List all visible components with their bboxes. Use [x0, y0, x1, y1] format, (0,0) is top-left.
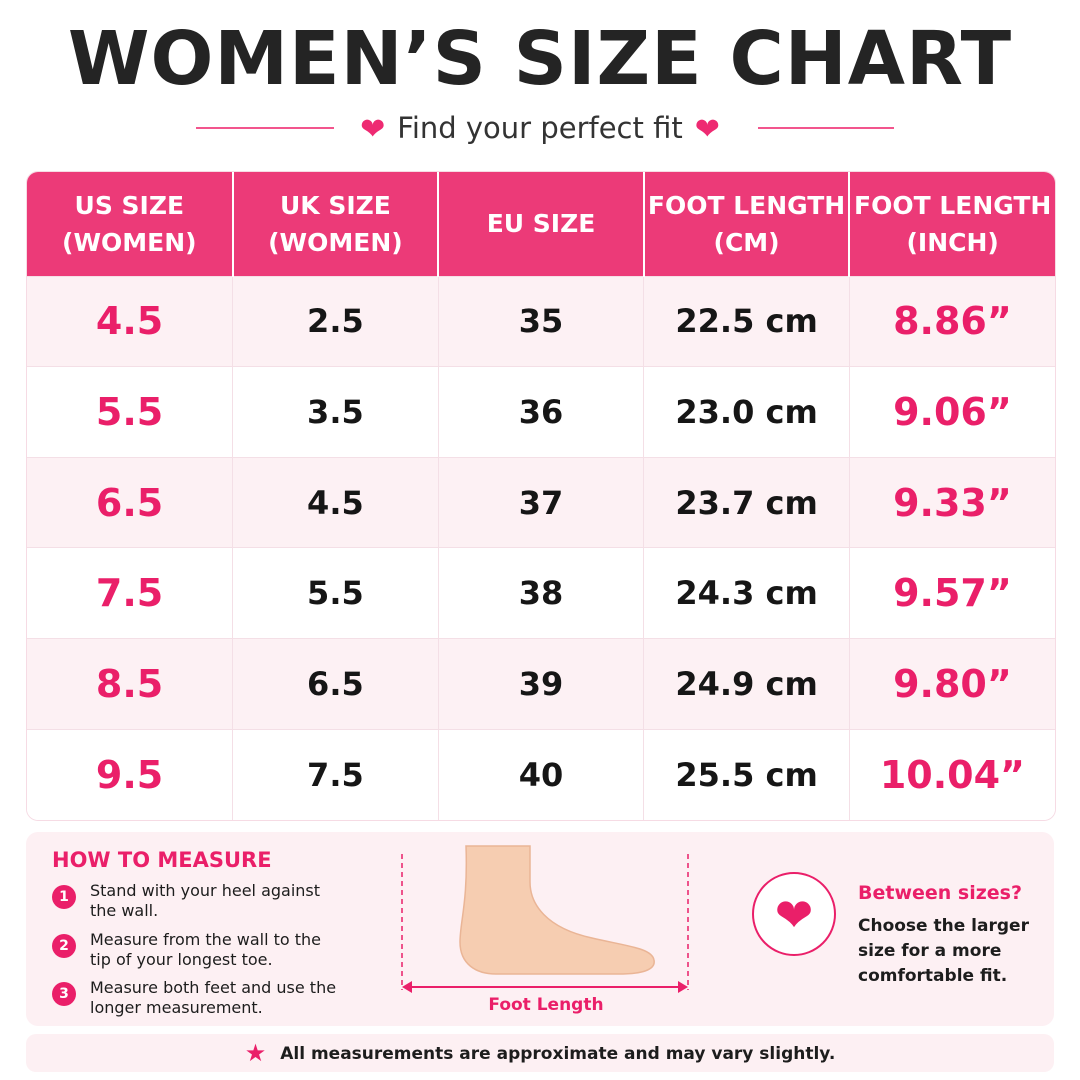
foot-length-inch-cell: 9.57”: [849, 547, 1055, 639]
info-panel: HOW TO MEASURE 1 Stand with your heel ag…: [26, 832, 1054, 1026]
foot-shape: [459, 845, 655, 975]
size-table: US SIZE (WOMEN) UK SIZE (WOMEN) EU SIZE FO…: [26, 171, 1056, 821]
arrow-right-icon: [678, 981, 688, 993]
foot-length-inch-cell: 9.33”: [849, 456, 1055, 548]
step-text: Stand with your heel against the wall.: [90, 881, 321, 920]
step-text: Measure both feet and use the longer mea…: [90, 978, 337, 1017]
us-size-cell: 6.5: [27, 456, 234, 548]
heart-icon: ❤: [360, 112, 386, 147]
step-text: Measure from the wall to the tip of your…: [90, 930, 322, 969]
step-number: 2: [52, 934, 76, 958]
column-header-us-size: US SIZE (WOMEN): [27, 172, 234, 276]
table-row: 5.5 3.5 36 23.0 cm 9.06”: [27, 366, 1055, 458]
foot-diagram: [401, 845, 689, 993]
table-row: 9.5 7.5 40 25.5 cm 10.04”: [27, 728, 1055, 820]
eu-size-cell: 39: [438, 638, 645, 730]
foot-length-inch-cell: 9.06”: [849, 366, 1055, 458]
us-size-cell: 7.5: [27, 547, 234, 639]
disclaimer-note: ★ All measurements are approximate and ma…: [26, 1034, 1054, 1072]
foot-length-cm-cell: 23.7 cm: [643, 456, 850, 548]
foot-length-inch-cell: 10.04”: [849, 728, 1055, 820]
foot-length-inch-cell: 9.80”: [849, 638, 1055, 730]
table-row: 6.5 4.5 37 23.7 cm 9.33”: [27, 456, 1055, 548]
uk-size-cell: 2.5: [232, 275, 439, 367]
table-row: 8.5 6.5 39 24.9 cm 9.80”: [27, 638, 1055, 730]
foot-length-cm-cell: 24.3 cm: [643, 547, 850, 639]
uk-size-cell: 5.5: [232, 547, 439, 639]
table-row: 7.5 5.5 38 24.3 cm 9.57”: [27, 547, 1055, 639]
us-size-cell: 5.5: [27, 366, 234, 458]
eu-size-cell: 37: [438, 456, 645, 548]
table-row: 4.5 2.5 35 22.5 cm 8.86”: [27, 275, 1055, 367]
foot-length-cm-cell: 25.5 cm: [643, 728, 850, 820]
table-header-row: US SIZE (WOMEN) UK SIZE (WOMEN) EU SIZE FO…: [27, 172, 1055, 276]
subtitle-row: ❤ Find your perfect fit ❤: [0, 106, 1080, 150]
eu-size-cell: 40: [438, 728, 645, 820]
between-sizes-text: Choose the larger size for a more comfor…: [858, 916, 1029, 986]
page-title: WOMEN’S SIZE CHART: [67, 16, 1013, 102]
uk-size-cell: 7.5: [232, 728, 439, 820]
column-header-foot-length-inch: FOOT LENGTH (INCH): [854, 190, 1052, 257]
arrow-left-icon: [402, 981, 412, 993]
uk-size-cell: 4.5: [232, 456, 439, 548]
uk-size-cell: 3.5: [232, 366, 439, 458]
subtitle-divider-right: [758, 127, 894, 129]
how-to-measure-title: HOW TO MEASURE: [52, 848, 272, 872]
subtitle-text: Find your perfect fit: [397, 111, 683, 145]
between-sizes-title: Between sizes?: [858, 882, 1023, 904]
uk-size-cell: 6.5: [232, 638, 439, 730]
step-number: 3: [52, 982, 76, 1006]
us-size-cell: 4.5: [27, 275, 234, 367]
column-header-uk-size: UK SIZE (WOMEN): [232, 172, 440, 276]
foot-length-label: Foot Length: [488, 995, 604, 1015]
foot-length-inch-cell: 8.86”: [849, 275, 1055, 367]
eu-size-cell: 36: [438, 366, 645, 458]
step-number: 1: [52, 885, 76, 909]
subtitle: ❤ Find your perfect fit ❤: [0, 106, 1080, 152]
star-icon: ★: [244, 1039, 267, 1067]
heart-icon: ❤: [694, 112, 720, 147]
column-header-foot-length-cm: FOOT LENGTH (CM): [643, 172, 851, 276]
foot-length-cm-cell: 23.0 cm: [643, 366, 850, 458]
disclaimer-text: All measurements are approximate and may…: [280, 1044, 836, 1064]
foot-illustration: Foot Length: [396, 842, 696, 1022]
us-size-cell: 9.5: [27, 728, 234, 820]
eu-size-cell: 35: [438, 275, 645, 367]
column-header-eu-size: EU SIZE: [438, 172, 645, 276]
foot-length-cm-cell: 24.9 cm: [643, 638, 850, 730]
eu-size-cell: 38: [438, 547, 645, 639]
foot-length-cm-cell: 22.5 cm: [643, 275, 850, 367]
us-size-cell: 8.5: [27, 638, 234, 730]
heart-icon: ❤: [752, 872, 836, 956]
subtitle-divider-left: [196, 127, 334, 129]
